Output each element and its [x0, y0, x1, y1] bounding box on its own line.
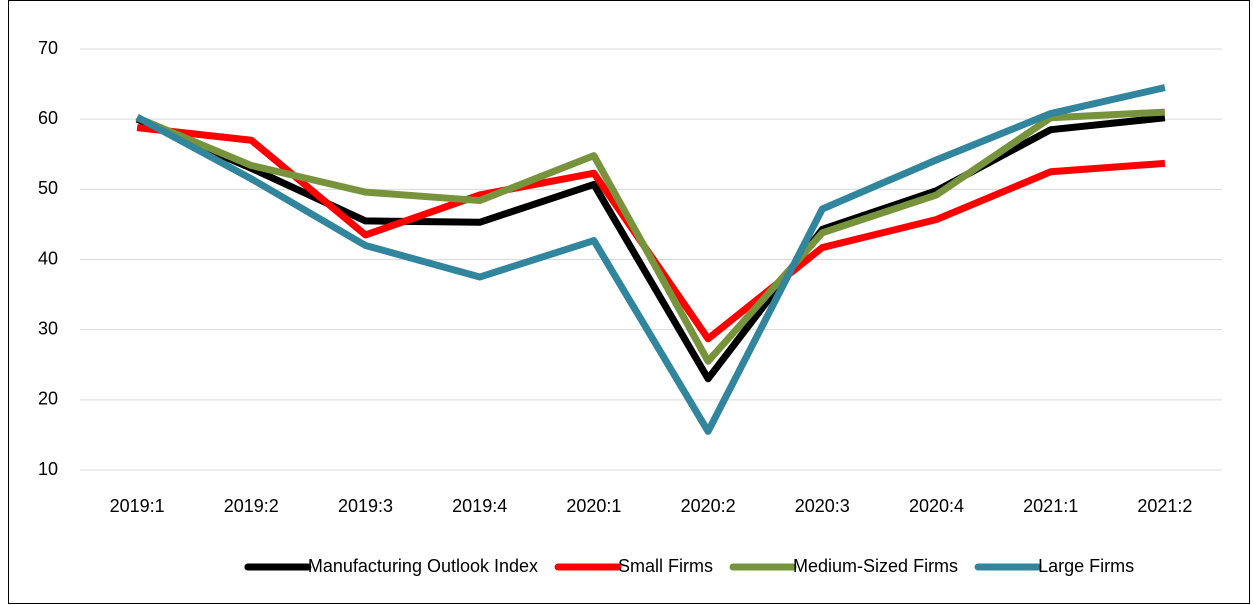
y-tick-label: 70: [38, 38, 58, 58]
legend-label: Small Firms: [618, 556, 713, 576]
x-tick-label: 2020:3: [795, 496, 850, 516]
series-line: [135, 84, 1166, 435]
x-tick-label: 2019:2: [224, 496, 279, 516]
x-tick-label: 2021:1: [1023, 496, 1078, 516]
legend-label: Manufacturing Outlook Index: [308, 556, 538, 576]
y-tick-label: 20: [38, 389, 58, 409]
y-tick-label: 10: [38, 459, 58, 479]
y-tick-label: 50: [38, 178, 58, 198]
x-tick-label: 2020:2: [681, 496, 736, 516]
x-tick-label: 2020:4: [909, 496, 964, 516]
series-line: [135, 108, 1166, 365]
y-tick-label: 40: [38, 248, 58, 268]
x-tick-label: 2020:1: [566, 496, 621, 516]
legend-label: Medium-Sized Firms: [793, 556, 958, 576]
y-tick-label: 30: [38, 318, 58, 338]
x-tick-label: 2019:4: [452, 496, 507, 516]
x-tick-label: 2019:1: [110, 496, 165, 516]
legend-label: Large Firms: [1038, 556, 1134, 576]
y-tick-label: 60: [38, 108, 58, 128]
x-tick-label: 2021:2: [1137, 496, 1192, 516]
x-tick-label: 2019:3: [338, 496, 393, 516]
